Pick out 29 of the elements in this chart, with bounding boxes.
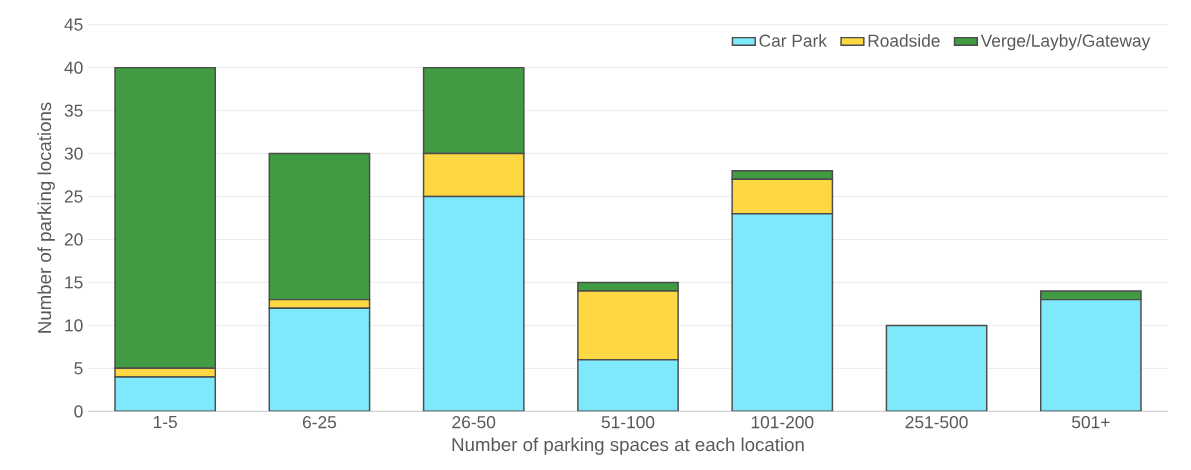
y-tick-label: 15 bbox=[65, 276, 83, 289]
x-tick-label: 6-25 bbox=[302, 416, 337, 429]
x-tick-label: 101-200 bbox=[751, 416, 814, 429]
legend-label: Verge/Layby/Gateway bbox=[980, 34, 1151, 51]
y-tick-label: 35 bbox=[64, 104, 83, 117]
x-tick-label: 501+ bbox=[1072, 416, 1110, 429]
x-tick-label: 251-500 bbox=[905, 416, 968, 429]
y-tick-label: 10 bbox=[65, 319, 83, 332]
legend-label: Car Park bbox=[759, 34, 827, 47]
x-tick-label: 26-50 bbox=[452, 416, 496, 429]
bar bbox=[731, 212, 834, 412]
bar bbox=[885, 324, 988, 412]
y-tick-label: 20 bbox=[64, 233, 83, 246]
bar bbox=[268, 307, 371, 412]
bar bbox=[114, 376, 217, 412]
x-axis-title: Number of parking spaces at each location bbox=[452, 437, 804, 455]
y-tick-label: 45 bbox=[64, 18, 83, 31]
y-tick-label: 30 bbox=[64, 147, 83, 160]
y-tick-label: 25 bbox=[64, 190, 83, 203]
bar bbox=[577, 359, 679, 412]
bar bbox=[422, 195, 525, 412]
x-tick-label: 51-100 bbox=[601, 416, 655, 429]
y-tick-label: 0 bbox=[74, 405, 83, 418]
legend-label: Roadside bbox=[868, 34, 940, 47]
x-tick-label: 1-5 bbox=[153, 416, 177, 429]
y-axis-title: Number of parking locations bbox=[37, 102, 55, 333]
y-tick-label: 40 bbox=[64, 61, 83, 74]
y-tick-label: 5 bbox=[74, 362, 83, 375]
bar bbox=[1039, 298, 1142, 412]
